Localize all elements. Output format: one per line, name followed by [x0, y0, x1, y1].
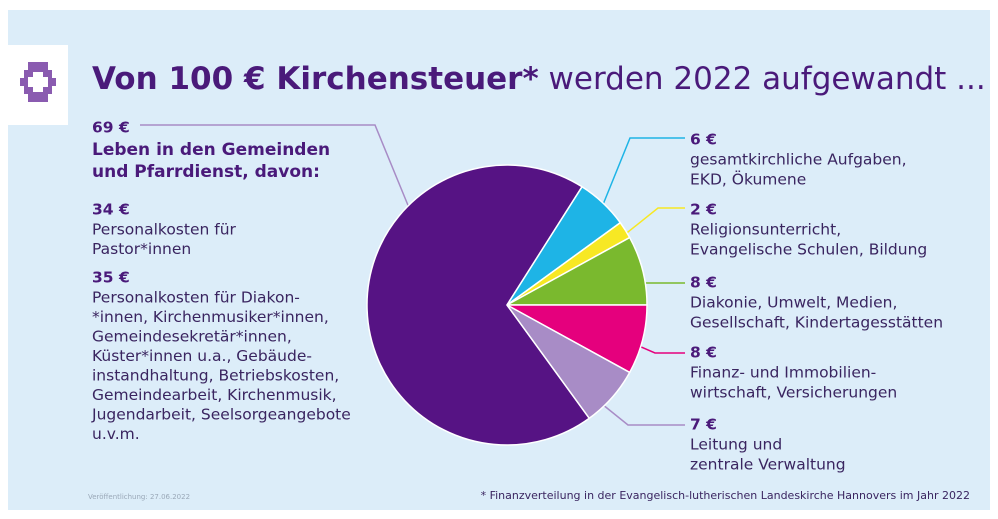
footnote: * Finanzverteilung in der Evangelisch-lu… [481, 489, 970, 502]
published: Veröffentlichung: 27.06.2022 [88, 493, 190, 501]
value-label: 6 € [690, 131, 717, 149]
category-label: Leben in den Gemeinden [92, 140, 330, 160]
category-label: und Pfarrdienst, davon: [92, 162, 320, 182]
leader-line [599, 137, 685, 213]
breakdown-line: Pastor*innen [92, 240, 191, 258]
breakdown-value: 35 € [92, 269, 130, 287]
value-label: 8 € [690, 344, 717, 362]
category-label: Leitung und [690, 436, 782, 454]
category-label: zentrale Verwaltung [690, 456, 846, 474]
breakdown-line: Jugendarbeit, Seelsorgeangebote [91, 406, 351, 424]
breakdown-line: *innen, Kirchenmusiker*innen, [92, 308, 329, 326]
value-label: 2 € [690, 201, 717, 219]
category-label: gesamtkirchliche Aufgaben, [690, 151, 907, 169]
logo [20, 62, 56, 102]
title-bold: Von 100 € Kirchensteuer* [92, 61, 539, 97]
value-label: 7 € [690, 416, 717, 434]
category-label: Religionsunterricht, [690, 221, 841, 239]
category-label: Gesellschaft, Kindertagesstätten [690, 314, 943, 332]
category-label: Evangelische Schulen, Bildung [690, 241, 927, 259]
pie-slice [506, 304, 631, 420]
pie-slice [366, 164, 591, 446]
breakdown-line: Küster*innen u.a., Gebäude- [92, 347, 312, 365]
category-label: Diakonie, Umwelt, Medien, [690, 294, 897, 312]
leader-line [617, 207, 685, 241]
breakdown-line: Gemeindesekretär*innen, [92, 328, 292, 346]
title-rest: werden 2022 aufgewandt ... [539, 61, 986, 97]
breakdown-line: u.v.m. [92, 425, 140, 443]
breakdown-line: instandhaltung, Betriebskosten, [92, 367, 339, 385]
category-label: wirtschaft, Versicherungen [690, 384, 897, 402]
leader-line [140, 124, 413, 216]
value-label: 69 € [92, 119, 130, 137]
breakdown-value: 34 € [92, 201, 130, 219]
breakdown-line: Gemeindearbeit, Kirchenmusik, [92, 386, 337, 404]
breakdown-line: Personalkosten für Diakon- [92, 289, 300, 307]
breakdown-line: Personalkosten für [92, 221, 237, 239]
category-label: Finanz- und Immobilien- [690, 364, 876, 382]
chart-title: Von 100 € Kirchensteuer* werden 2022 auf… [92, 61, 986, 97]
category-label: EKD, Ökumene [690, 170, 806, 189]
value-label: 8 € [690, 274, 717, 292]
